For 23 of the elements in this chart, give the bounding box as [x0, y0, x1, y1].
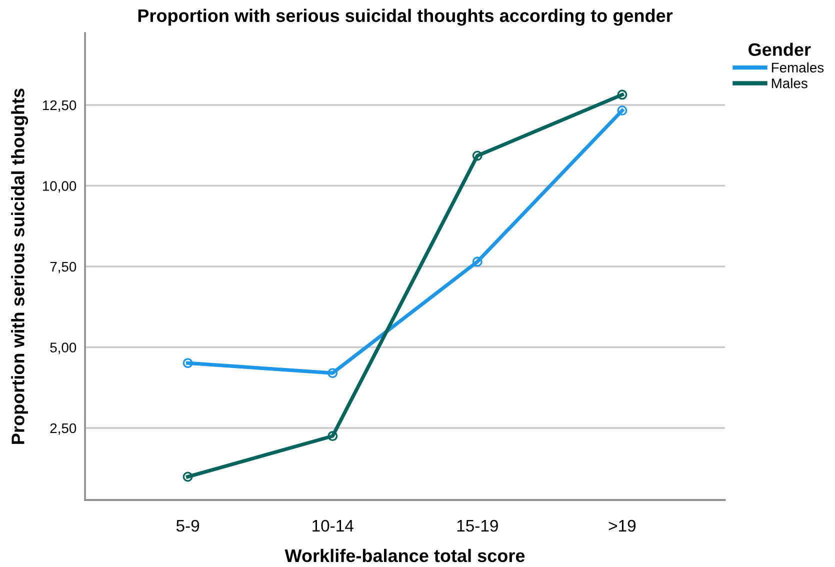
y-tick-label: 2,50 — [50, 423, 76, 435]
x-tick-label: >19 — [608, 520, 636, 532]
point — [328, 431, 338, 442]
point — [182, 472, 193, 482]
x-tick-label: 10-14 — [312, 520, 354, 532]
legend-title: Gender — [748, 42, 811, 56]
point — [472, 150, 482, 161]
y-axis-title: Proportion with serious suicidal thoughts — [11, 88, 28, 444]
point — [617, 90, 628, 100]
legend-label: Females — [772, 62, 824, 73]
x-tick-label: 5-9 — [176, 520, 200, 532]
point — [328, 368, 338, 378]
legend-label: Males — [772, 78, 808, 88]
chart-title: Proportion with serious suicidal thoughts according to gender — [138, 8, 673, 26]
y-tick-label: 7,50 — [50, 262, 76, 274]
x-tick-label: 15-19 — [457, 520, 498, 532]
y-tick-label: 12,50 — [42, 100, 76, 112]
point — [617, 106, 628, 116]
y-tick-label: 10,00 — [42, 181, 76, 193]
x-axis-title: Worklife-balance total score — [284, 548, 525, 562]
point — [182, 358, 193, 368]
y-tick-label: 5,00 — [50, 342, 76, 354]
point — [472, 256, 482, 267]
